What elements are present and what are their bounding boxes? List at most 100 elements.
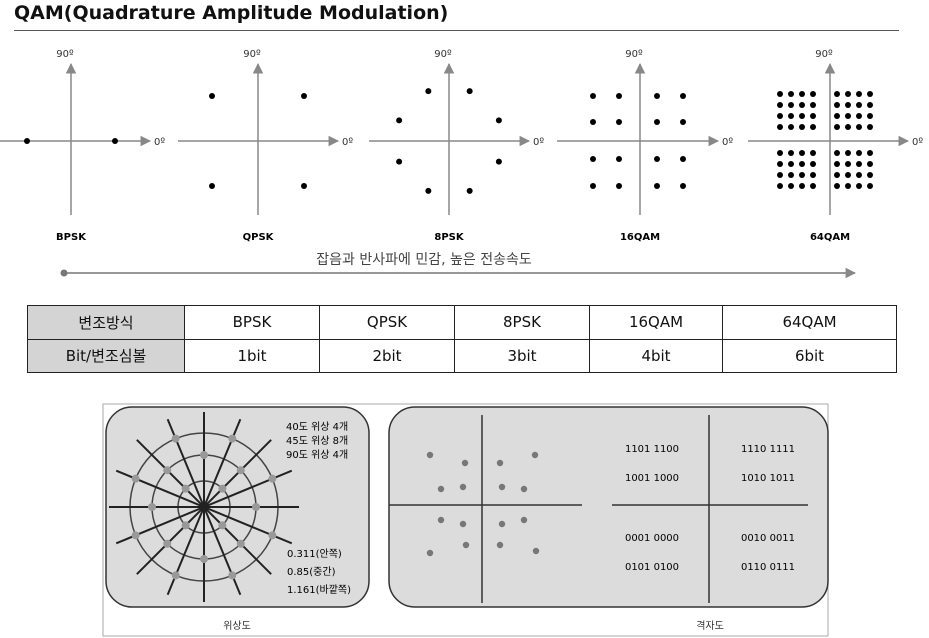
axis-label-90: 90º [625, 49, 643, 60]
constellation-point [396, 158, 403, 165]
grid-point [496, 459, 504, 467]
constellation-point [590, 93, 596, 99]
phase-point [171, 434, 180, 443]
constellation-point [616, 156, 622, 162]
constellation-point [788, 150, 794, 156]
constellation-point [799, 183, 805, 189]
grid-constellation-points [426, 451, 540, 557]
phase-point [218, 484, 227, 493]
constellation-point [799, 172, 805, 178]
constellation-16qam: 90º 0º 16QAM [557, 49, 733, 243]
grid-diagram-caption: 격자도 [696, 619, 724, 632]
constellation-point [867, 150, 873, 156]
constellation-point [867, 161, 873, 167]
axis-label-0: 0º [722, 137, 733, 148]
constellation-8psk: 90º 0º 8PSK [369, 49, 544, 243]
grid-code-1110-1111: 1110 1111 [741, 444, 795, 455]
axis-label-90: 90º [243, 49, 261, 60]
constellation-point [396, 117, 403, 124]
grid-point [437, 485, 445, 493]
constellation-point [856, 161, 862, 167]
constellation-point [845, 91, 851, 97]
constellation-point [590, 183, 596, 189]
constellation-point [845, 183, 851, 189]
grid-point [426, 451, 434, 459]
constellation-point [654, 93, 660, 99]
constellation-point [301, 183, 307, 189]
constellation-point [301, 93, 307, 99]
constellation-point [209, 183, 215, 189]
grid-point [498, 520, 506, 528]
table-cell-bits: 6bit [722, 338, 897, 373]
constellation-point [856, 102, 862, 108]
constellation-point [810, 91, 816, 97]
constellation-point [777, 102, 783, 108]
table-cell-bits: 4bit [589, 338, 723, 373]
constellation-point [856, 113, 862, 119]
phase-diagram-graphics [109, 412, 299, 602]
grid-point [459, 483, 467, 491]
constellation-point [495, 158, 502, 165]
constellation-64qam: 90º 0º 64QAM [748, 49, 923, 243]
constellation-point [788, 102, 794, 108]
phase-point [236, 466, 245, 475]
grid-diagram: 1101 1100 1110 1111 1001 1000 1010 1011 … [388, 406, 829, 608]
constellation-point [856, 150, 862, 156]
phase-point [181, 484, 190, 493]
grid-code-1101-1100: 1101 1100 [625, 444, 679, 455]
constellation-point [810, 161, 816, 167]
constellation-point [799, 161, 805, 167]
progression-arrow [60, 267, 857, 279]
constellation-point [777, 172, 783, 178]
constellation-point [616, 183, 622, 189]
constellation-point [777, 161, 783, 167]
table-cell-scheme: 8PSK [454, 305, 590, 340]
constellation-point [845, 124, 851, 130]
phase-point [148, 503, 156, 511]
constellation-point [799, 91, 805, 97]
axis-label-0: 0º [533, 137, 544, 148]
phase-point [252, 503, 260, 511]
grid-point [461, 459, 469, 467]
constellation-point [466, 187, 473, 194]
constellation-point [856, 183, 862, 189]
axis-label-0: 0º [912, 137, 923, 148]
constellation-panel: 90º0ºBPSK90º0ºQPSK90º0º8PSK90º0º16QAM90º… [0, 49, 923, 243]
phase-point [200, 555, 208, 563]
phase-point [218, 521, 227, 530]
phase-point [268, 474, 277, 483]
constellation-point [867, 172, 873, 178]
constellation-point [788, 183, 794, 189]
phase-legend-2: 45도 위상 8개 [286, 434, 348, 447]
constellation-point [845, 172, 851, 178]
grid-point [520, 485, 528, 493]
constellation-point [867, 183, 873, 189]
constellation-point [590, 119, 596, 125]
phase-point [228, 434, 237, 443]
constellation-point [845, 113, 851, 119]
constellation-point [680, 156, 686, 162]
constellation-point [788, 124, 794, 130]
table-row-schemes: 변조방식 BPSK QPSK 8PSK 16QAM 64QAM [27, 305, 897, 340]
table-cell-bits: 3bit [454, 338, 590, 373]
constellation-label: BPSK [56, 232, 87, 243]
grid-code-0110-0111: 0110 0111 [741, 562, 795, 573]
constellation-point [654, 183, 660, 189]
constellation-point [616, 93, 622, 99]
amplitude-outer: 1.161(바깥쪽) [287, 584, 351, 596]
amplitude-middle: 0.85(중간) [287, 566, 336, 578]
constellation-point [788, 91, 794, 97]
phase-point [171, 571, 180, 580]
grid-point [520, 516, 528, 524]
constellation-label: QPSK [243, 232, 275, 243]
table-cell-bits: 2bit [319, 338, 455, 373]
axis-label-0: 0º [154, 137, 165, 148]
axis-label-90: 90º [56, 49, 74, 60]
constellation-point [680, 93, 686, 99]
table-cell-scheme: QPSK [319, 305, 455, 340]
constellation-point [810, 183, 816, 189]
grid-code-1010-1011: 1010 1011 [741, 473, 795, 484]
constellation-point [856, 91, 862, 97]
constellation-point [810, 113, 816, 119]
axis-label-0: 0º [342, 137, 353, 148]
